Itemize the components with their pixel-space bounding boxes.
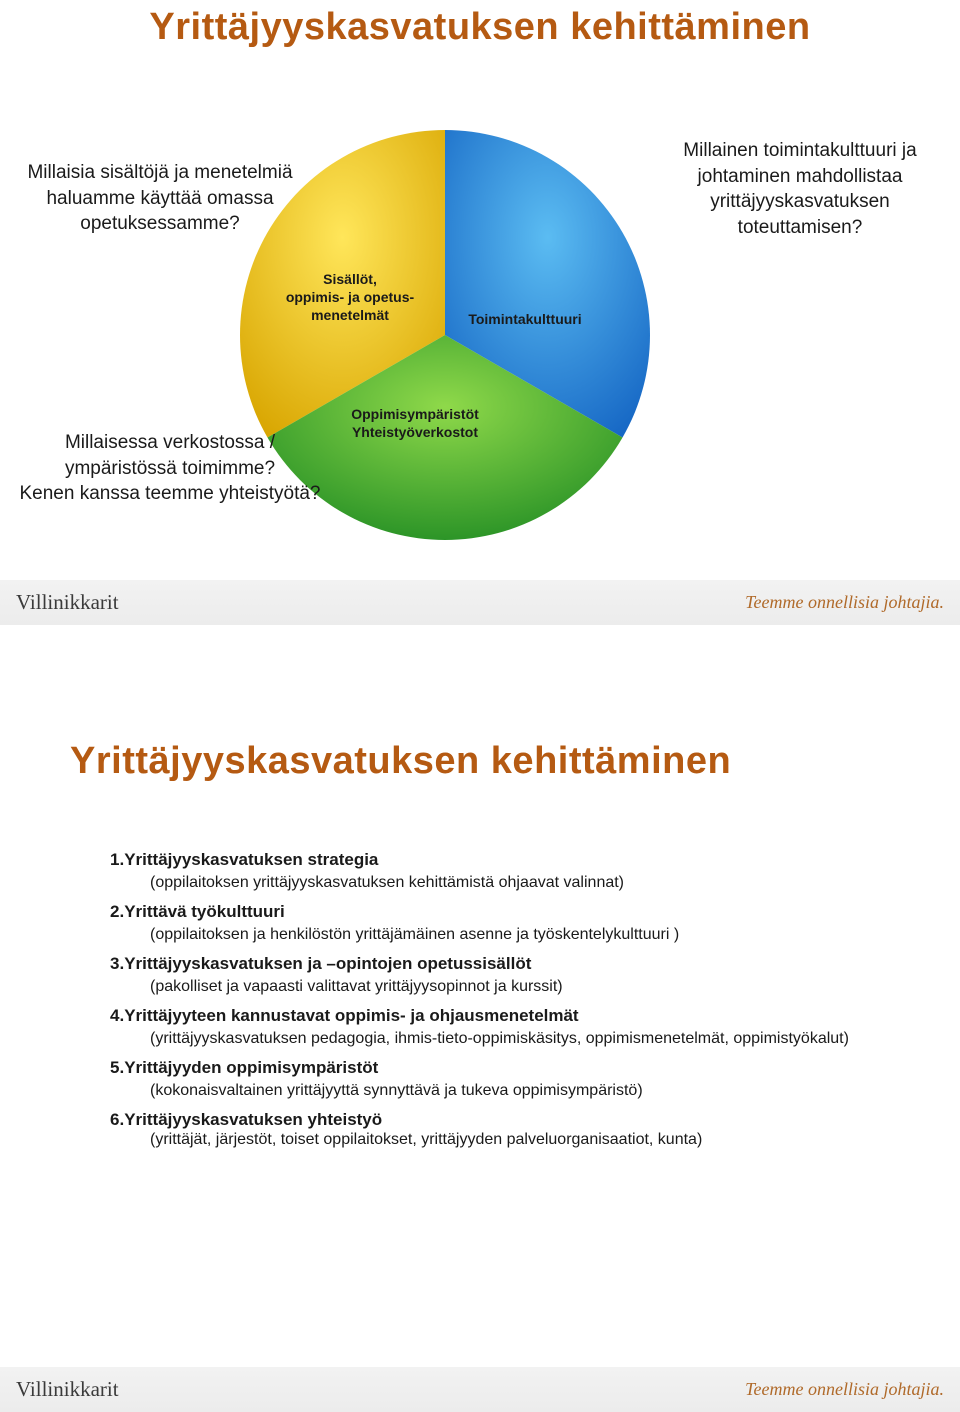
slice-label-blue: Toimintakulttuuri bbox=[450, 310, 600, 328]
item-head: 3.Yrittäjyyskasvatuksen ja –opintojen op… bbox=[110, 954, 880, 974]
item-head: 6.Yrittäjyyskasvatuksen yhteistyö bbox=[110, 1110, 880, 1130]
brand-1: Villinikkarit bbox=[16, 590, 119, 615]
item-sub: (pakolliset ja vapaasti valittavat yritt… bbox=[110, 978, 880, 996]
list-item: 1.Yrittäjyyskasvatuksen strategia (oppil… bbox=[110, 850, 880, 892]
callout-bottom-left: Millaisessa verkostossa / ympäristössä t… bbox=[10, 430, 330, 507]
list-item: 2.Yrittävä työkulttuuri (oppilaitoksen j… bbox=[110, 902, 880, 944]
footer-bar-2: Villinikkarit Teemme onnellisia johtajia… bbox=[0, 1367, 960, 1412]
slide-2: Yrittäjyyskasvatuksen kehittäminen 1.Yri… bbox=[0, 690, 960, 1412]
list-item: 4.Yrittäjyyteen kannustavat oppimis- ja … bbox=[110, 1006, 880, 1048]
brand-2: Villinikkarit bbox=[16, 1377, 119, 1402]
tagline-2: Teemme onnellisia johtajia. bbox=[745, 1379, 944, 1400]
numbered-list: 1.Yrittäjyyskasvatuksen strategia (oppil… bbox=[110, 850, 880, 1159]
item-sub: (oppilaitoksen ja henkilöstön yrittäjämä… bbox=[110, 926, 880, 944]
chart-area: Sisällöt, oppimis- ja opetus- menetelmät… bbox=[0, 100, 960, 580]
list-item: 5.Yrittäjyyden oppimisympäristöt (kokona… bbox=[110, 1058, 880, 1100]
tagline-1: Teemme onnellisia johtajia. bbox=[745, 592, 944, 613]
slice-label-blue-text: Toimintakulttuuri bbox=[468, 311, 581, 327]
item-sub: (yrittäjät, järjestöt, toiset oppilaitok… bbox=[110, 1131, 880, 1149]
item-head: 1.Yrittäjyyskasvatuksen strategia bbox=[110, 850, 880, 870]
item-head: 4.Yrittäjyyteen kannustavat oppimis- ja … bbox=[110, 1006, 880, 1026]
slice-label-green: Oppimisympäristöt Yhteistyöverkostot bbox=[330, 405, 500, 441]
callout-top-left: Millaisia sisältöjä ja menetelmiä haluam… bbox=[10, 160, 310, 237]
item-head: 2.Yrittävä työkulttuuri bbox=[110, 902, 880, 922]
list-item: 6.Yrittäjyyskasvatuksen yhteistyö (yritt… bbox=[110, 1110, 880, 1149]
slice-label-green-text: Oppimisympäristöt Yhteistyöverkostot bbox=[351, 406, 479, 440]
slice-label-yellow: Sisällöt, oppimis- ja opetus- menetelmät bbox=[270, 270, 430, 325]
item-sub: (yrittäjyyskasvatuksen pedagogia, ihmis-… bbox=[110, 1030, 880, 1048]
item-head: 5.Yrittäjyyden oppimisympäristöt bbox=[110, 1058, 880, 1078]
slice-label-yellow-text: Sisällöt, oppimis- ja opetus- menetelmät bbox=[286, 271, 414, 323]
slide2-title: Yrittäjyyskasvatuksen kehittäminen bbox=[0, 690, 960, 783]
item-sub: (kokonaisvaltainen yrittäjyyttä synnyttä… bbox=[110, 1082, 880, 1100]
list-item: 3.Yrittäjyyskasvatuksen ja –opintojen op… bbox=[110, 954, 880, 996]
item-sub: (oppilaitoksen yrittäjyyskasvatuksen keh… bbox=[110, 874, 880, 892]
slide1-title: Yrittäjyyskasvatuksen kehittäminen bbox=[0, 0, 960, 49]
callout-top-right: Millainen toimintakulttuuri ja johtamine… bbox=[660, 138, 940, 241]
slide-1: Yrittäjyyskasvatuksen kehittäminen bbox=[0, 0, 960, 690]
footer-bar-1: Villinikkarit Teemme onnellisia johtajia… bbox=[0, 580, 960, 625]
